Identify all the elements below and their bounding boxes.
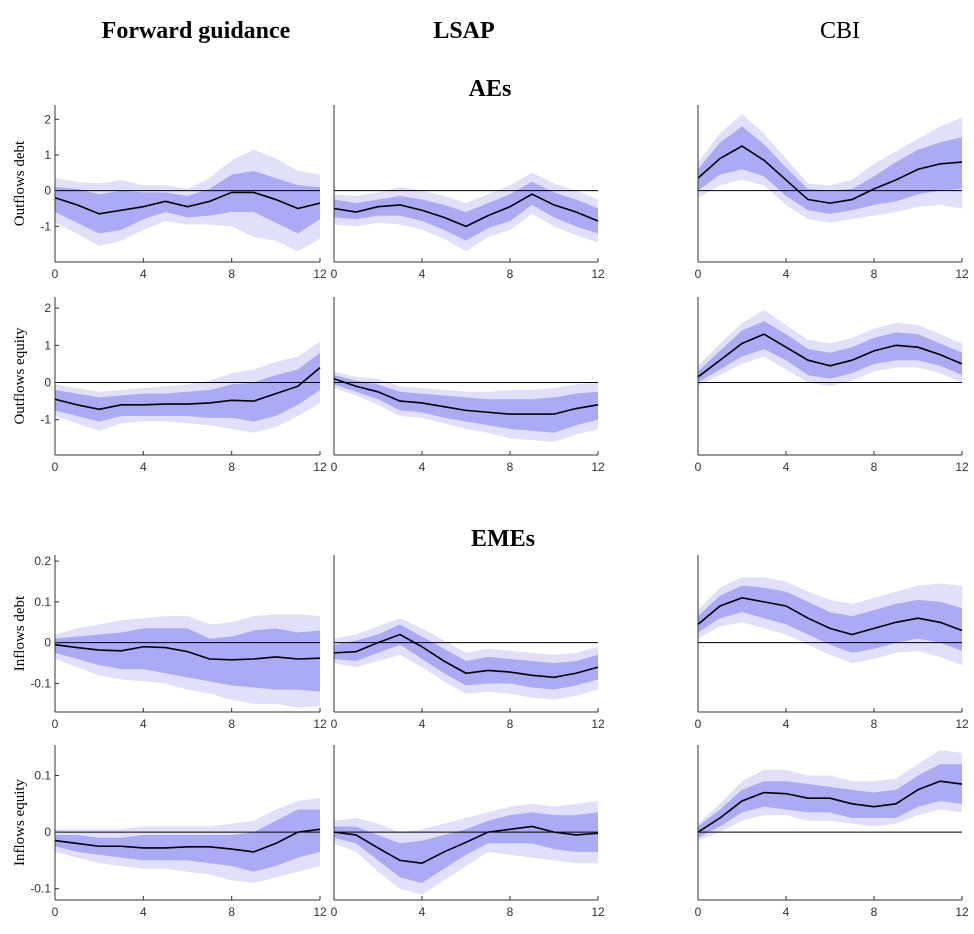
band	[55, 809, 320, 872]
x-tick-label: 0	[331, 267, 338, 281]
y-tick-label: 2	[44, 301, 51, 315]
line	[54, 191, 321, 215]
x-tick-label: 12	[313, 267, 327, 281]
y-axis-label: Inflows equity	[12, 778, 28, 866]
y-axis-label: Outflows debt	[12, 140, 28, 226]
band	[698, 321, 962, 383]
y-axis-label: Inflows debt	[12, 595, 28, 671]
band	[334, 812, 598, 884]
x-tick-label: 12	[955, 905, 969, 919]
x-tick-label: 0	[52, 460, 59, 474]
y-tick-label: 0.2	[34, 554, 51, 568]
x-tick-label: 4	[419, 905, 426, 919]
x-tick-label: 4	[140, 905, 147, 919]
x-tick-label: 8	[507, 717, 514, 731]
x-tick-label: 0	[695, 267, 702, 281]
x-tick-label: 8	[871, 717, 878, 731]
line	[333, 633, 599, 679]
line	[697, 780, 963, 833]
x-tick-label: 0	[331, 717, 338, 731]
line	[333, 825, 599, 865]
y-tick-label: -0.1	[30, 676, 51, 690]
x-tick-label: 4	[783, 905, 790, 919]
x-tick-label: 0	[52, 905, 59, 919]
x-tick-label: 4	[783, 717, 790, 731]
x-tick-label: 8	[228, 460, 235, 474]
x-tick-label: 8	[507, 905, 514, 919]
x-tick-label: 0	[52, 717, 59, 731]
line	[54, 828, 321, 853]
x-tick-label: 12	[591, 267, 605, 281]
column-heading: LSAP	[433, 18, 494, 44]
column-heading: Forward guidance	[102, 18, 291, 44]
x-tick-label: 4	[419, 267, 426, 281]
x-tick-label: 0	[331, 905, 338, 919]
x-tick-label: 8	[507, 267, 514, 281]
x-tick-label: 0	[52, 267, 59, 281]
band	[334, 181, 598, 241]
x-tick-label: 8	[228, 267, 235, 281]
line	[54, 367, 321, 411]
group-heading: AEs	[469, 76, 512, 102]
x-tick-label: 0	[695, 460, 702, 474]
x-tick-label: 12	[591, 905, 605, 919]
x-tick-label: 8	[507, 460, 514, 474]
band	[55, 628, 320, 692]
band	[334, 375, 598, 433]
line	[333, 193, 599, 228]
x-tick-label: 12	[955, 717, 969, 731]
y-tick-label: 2	[44, 112, 51, 126]
x-tick-label: 8	[228, 717, 235, 731]
x-tick-label: 4	[140, 460, 147, 474]
x-tick-label: 12	[313, 460, 327, 474]
band	[55, 171, 320, 234]
x-tick-label: 8	[871, 460, 878, 474]
y-tick-label: 1	[44, 148, 51, 162]
x-tick-label: 12	[591, 460, 605, 474]
y-tick-label: -0.1	[30, 882, 51, 896]
y-tick-label: 0.1	[34, 595, 51, 609]
x-tick-label: 4	[140, 717, 147, 731]
x-tick-label: 12	[313, 905, 327, 919]
y-tick-label: 0	[44, 825, 51, 839]
y-tick-label: 0.1	[34, 769, 51, 783]
band	[698, 126, 962, 214]
line	[697, 333, 963, 378]
band	[698, 764, 962, 838]
x-tick-label: 4	[783, 460, 790, 474]
x-tick-label: 12	[313, 717, 327, 731]
line	[333, 378, 599, 415]
x-tick-label: 12	[955, 460, 969, 474]
y-axis-label: Outflows equity	[12, 327, 28, 425]
x-tick-label: 4	[419, 717, 426, 731]
x-tick-label: 8	[871, 905, 878, 919]
x-tick-label: 0	[695, 717, 702, 731]
line	[54, 643, 321, 661]
x-tick-label: 8	[228, 905, 235, 919]
x-tick-label: 0	[331, 460, 338, 474]
y-tick-label: -1	[40, 413, 51, 427]
y-tick-label: 0	[44, 376, 51, 390]
x-tick-label: 12	[955, 267, 969, 281]
x-tick-label: 4	[419, 460, 426, 474]
band	[334, 624, 598, 690]
line	[697, 596, 963, 636]
y-tick-label: 0	[44, 184, 51, 198]
group-heading: EMEs	[471, 526, 535, 552]
line	[697, 145, 963, 204]
column-heading: CBI	[820, 18, 860, 44]
x-tick-label: 0	[695, 905, 702, 919]
y-tick-label: -1	[40, 219, 51, 233]
y-tick-label: 1	[44, 338, 51, 352]
y-tick-label: 0	[44, 636, 51, 650]
x-tick-label: 4	[783, 267, 790, 281]
x-tick-label: 8	[871, 267, 878, 281]
x-tick-label: 12	[591, 717, 605, 731]
x-tick-label: 4	[140, 267, 147, 281]
